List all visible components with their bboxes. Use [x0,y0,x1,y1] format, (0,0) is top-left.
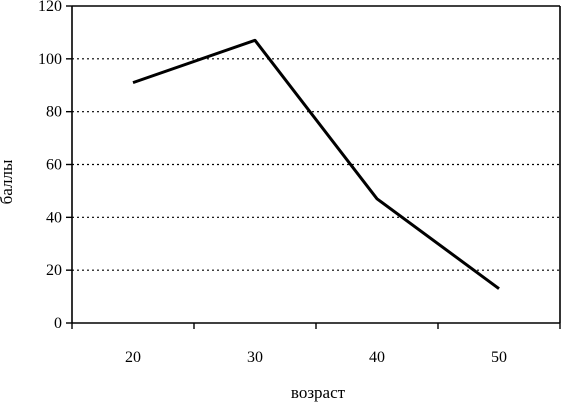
y-tick-label: 100 [38,51,62,68]
y-tick-label: 0 [54,315,62,332]
x-axis-title: возраст [291,383,346,402]
x-tick-label: 50 [491,349,507,366]
x-tick-label: 20 [125,349,141,366]
x-tick-label: 30 [247,349,263,366]
y-tick-label: 60 [46,157,62,174]
y-tick-label: 80 [46,104,62,121]
y-tick-label: 20 [46,262,62,279]
series-line [132,38,500,290]
axes [71,5,561,324]
x-ticks: 20 30 40 50 [71,323,561,366]
x-tick-label: 40 [369,349,385,366]
series [132,38,500,290]
y-ticks: 0 20 40 60 80 100 120 [38,0,72,332]
gridlines [72,58,560,271]
y-tick-label: 120 [38,0,62,15]
y-tick-label: 40 [46,209,62,226]
y-axis-title: баллы [0,159,16,204]
